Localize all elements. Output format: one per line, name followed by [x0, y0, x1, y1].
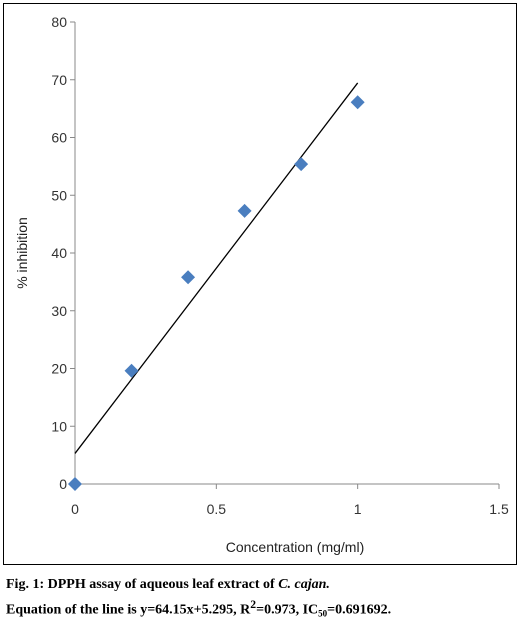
y-tick-label: 70	[51, 72, 67, 88]
data-point	[124, 363, 139, 378]
y-tick-label: 10	[51, 418, 67, 434]
y-tick-label: 30	[51, 303, 67, 319]
caption-species: C. cajan.	[278, 577, 330, 592]
data-point	[294, 157, 309, 172]
y-axis-title: % inhibition	[14, 217, 30, 289]
data-point	[181, 270, 196, 285]
x-tick-label: 1.5	[489, 501, 509, 517]
y-tick-label: 80	[51, 14, 67, 30]
data-point	[237, 203, 252, 218]
trendline	[74, 82, 359, 454]
caption-ic-value: =0.691692.	[327, 602, 392, 618]
caption-r2-superscript: 2	[250, 598, 257, 611]
data-point	[350, 95, 365, 110]
caption-title: Fig. 1: DPPH assay of aqueous leaf extra…	[6, 577, 279, 592]
x-tick-label: 0	[71, 501, 79, 517]
caption-line-2: Equation of the line is y=64.15x+5.295, …	[6, 595, 520, 621]
x-axis-title: Concentration (mg/ml)	[226, 539, 365, 555]
caption-equation: Equation of the line is y=64.15x+5.295, …	[6, 602, 251, 618]
x-tick-label: 0.5	[207, 501, 227, 517]
scatter-chart: 0 10 20 30 40 50 60 70 80 0 0.5 1 1.5 Concentration (…	[14, 14, 509, 555]
caption-line-1: Fig. 1: DPPH assay of aqueous leaf extra…	[6, 575, 520, 595]
y-tick-label: 50	[51, 187, 67, 203]
y-tick-label: 20	[51, 361, 67, 377]
x-tick-label: 1	[354, 501, 362, 517]
caption-r2-value: =0.973, IC	[256, 602, 319, 618]
figure-caption: Fig. 1: DPPH assay of aqueous leaf extra…	[6, 575, 520, 621]
data-point	[68, 477, 82, 491]
y-tick-label: 40	[51, 245, 67, 261]
y-tick-label: 0	[59, 476, 67, 492]
chart-frame: 0 10 20 30 40 50 60 70 80 0 0.5 1 1.5 Concentration (…	[3, 3, 517, 565]
y-tick-label: 60	[51, 130, 67, 146]
caption-ic-subscript: 50	[318, 608, 328, 619]
